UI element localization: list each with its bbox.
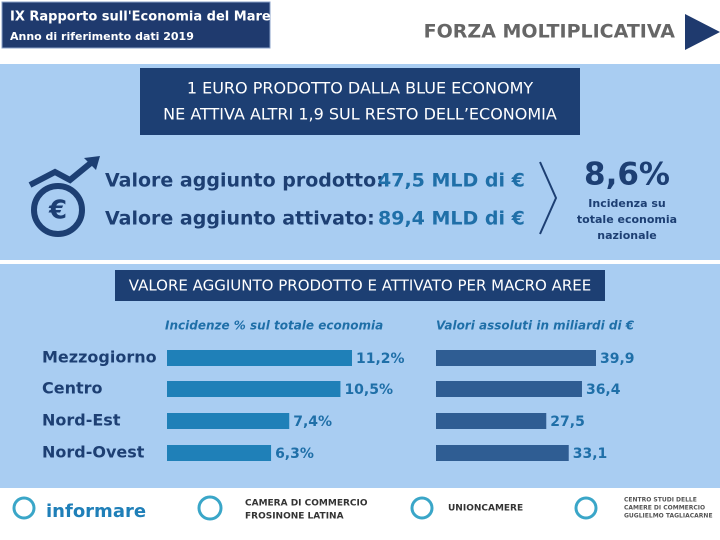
footer: informare CAMERA DI COMMERCIO FROSINONE … <box>12 495 713 522</box>
value-label: 36,4 <box>586 382 621 398</box>
category-label: Nord-Ovest <box>42 443 145 462</box>
bar <box>436 445 569 461</box>
logo-text: CAMERA DI COMMERCIO <box>245 499 368 509</box>
value-label: 33,1 <box>573 446 608 462</box>
bottom-panel <box>0 264 720 488</box>
logo-text: FROSINONE LATINA <box>245 512 344 522</box>
header-subtitle: Anno di riferimento dati 2019 <box>10 30 194 43</box>
arrow-icon <box>685 14 720 50</box>
banner <box>140 68 580 135</box>
header-title: IX Rapporto sull'Economia del Mare <box>10 10 271 25</box>
bar <box>167 413 290 429</box>
chart-title: Incidenze % sul totale economia <box>165 319 383 333</box>
value-label: 39,9 <box>600 351 635 367</box>
value-label: 27,5 <box>550 414 585 430</box>
bar <box>436 381 582 397</box>
share-caption: nazionale <box>597 229 656 242</box>
value-label: 11,2% <box>356 351 405 367</box>
section-title: VALORE AGGIUNTO PRODOTTO E ATTIVATO PER … <box>129 277 591 295</box>
value-label: 6,3% <box>275 446 314 462</box>
value-label: 10,5% <box>344 382 393 398</box>
header-box <box>1 1 271 49</box>
section-heading: FORZA MOLTIPLICATIVA <box>424 21 676 43</box>
summary-value: 89,4 MLD di € <box>378 208 525 230</box>
logo-text: informare <box>46 501 146 522</box>
share-caption: totale economia <box>577 213 677 226</box>
logo-text: GUGLIELMO TAGLIACARNE <box>624 513 713 520</box>
logo-text: CENTRO STUDI DELLE <box>624 497 697 504</box>
svg-text:€: € <box>48 196 67 226</box>
share-value: 8,6% <box>584 157 670 193</box>
category-label: Nord-Est <box>42 411 121 430</box>
chevron <box>539 161 558 235</box>
summary-value: 47,5 MLD di € <box>378 170 525 192</box>
bar <box>167 445 272 461</box>
summary-label: Valore aggiunto prodotto: <box>105 170 384 192</box>
logo-text: CAMERE DI COMMERCIO <box>624 505 705 512</box>
section-banner <box>115 270 605 301</box>
chart-title: Valori assoluti in miliardi di € <box>436 319 635 333</box>
banner-line: NE ATTIVA ALTRI 1,9 SUL RESTO DELL’ECONO… <box>163 105 557 124</box>
bar <box>167 350 352 366</box>
euro-icon: € <box>28 156 100 237</box>
value-label: 7,4% <box>293 414 332 430</box>
category-label: Mezzogiorno <box>42 348 157 367</box>
logo-text: UNIONCAMERE <box>448 504 523 514</box>
bar <box>167 381 341 397</box>
bar <box>436 350 596 366</box>
banner-line: 1 EURO PRODOTTO DALLA BLUE ECONOMY <box>187 79 534 98</box>
charts: Incidenze % sul totale economia Mezzogior… <box>42 319 635 463</box>
bar <box>436 413 547 429</box>
summary-label: Valore aggiunto attivato: <box>105 208 375 230</box>
share-caption: Incidenza su <box>588 197 665 210</box>
category-label: Centro <box>42 379 103 398</box>
